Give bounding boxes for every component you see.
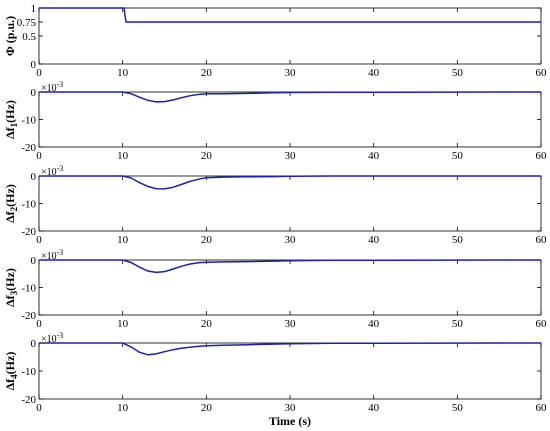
y-tick-label: -10 xyxy=(21,115,36,127)
x-tick-label: 0 xyxy=(36,234,42,246)
x-tick-label: 40 xyxy=(368,402,380,414)
series-line-1 xyxy=(39,175,541,190)
series-line-1 xyxy=(39,91,542,103)
axis-exponent: ×10-3 xyxy=(41,248,63,262)
series-line-1 xyxy=(39,7,541,23)
y-tick-label: 0 xyxy=(31,87,37,99)
panel-1: 0 10 20 30 40 50 60 0 0.5 0.75 1 Φ (p.u.) xyxy=(3,3,547,79)
x-tick-label: 30 xyxy=(285,150,297,162)
x-tick-label: 0 xyxy=(36,318,42,330)
x-tick-label: 60 xyxy=(536,234,548,246)
series-line-1 xyxy=(39,259,542,274)
x-tick-label: 30 xyxy=(285,402,297,414)
x-tick-label: 60 xyxy=(536,402,548,414)
axes-box xyxy=(38,91,542,148)
x-tick-label: 10 xyxy=(117,234,129,246)
x-tick-label: 50 xyxy=(452,318,464,330)
series-line-1 xyxy=(39,342,542,356)
x-tick-label: 10 xyxy=(117,402,129,414)
y-tick-label: 0.5 xyxy=(22,31,36,43)
x-tick-label: 40 xyxy=(368,150,380,162)
x-tick-label: 20 xyxy=(201,234,213,246)
axis-exponent: ×10-3 xyxy=(41,164,63,178)
axes-box xyxy=(38,7,542,65)
y-tick-label: 0.75 xyxy=(17,17,37,29)
x-tick-label: 10 xyxy=(117,67,129,79)
x-tick-label: 60 xyxy=(536,150,548,162)
y-tick-label: -10 xyxy=(21,199,36,211)
x-tick-label: 40 xyxy=(368,67,380,79)
x-tick-label: 0 xyxy=(36,67,42,79)
x-tick-label: 20 xyxy=(201,318,213,330)
y-axis-label: Δf3(Hz) xyxy=(3,268,19,307)
y-tick-label: 0 xyxy=(31,255,37,267)
x-tick-label: 20 xyxy=(201,67,213,79)
x-tick-label: 20 xyxy=(201,150,213,162)
y-axis-label: Δf4(Hz) xyxy=(3,352,19,391)
x-tick-label: 50 xyxy=(452,234,464,246)
y-axis-label: Δf2(Hz) xyxy=(3,184,19,223)
x-tick-label: 0 xyxy=(36,402,42,414)
axis-exponent: ×10-3 xyxy=(41,331,63,345)
axes-box xyxy=(38,259,542,316)
axes-box xyxy=(38,342,542,400)
y-tick-label: -20 xyxy=(21,394,36,406)
x-tick-label: 50 xyxy=(452,67,464,79)
x-tick-label: 0 xyxy=(36,150,42,162)
y-tick-label: -20 xyxy=(21,226,36,238)
x-tick-label: 60 xyxy=(536,67,548,79)
x-tick-label: 30 xyxy=(285,67,297,79)
y-tick-label: -20 xyxy=(21,310,36,322)
x-tick-label: 10 xyxy=(117,318,129,330)
y-tick-label: 0 xyxy=(31,338,37,350)
y-tick-label: -20 xyxy=(21,142,36,154)
x-tick-label: 50 xyxy=(452,150,464,162)
x-tick-label: 40 xyxy=(368,234,380,246)
x-tick-label: 40 xyxy=(368,318,380,330)
x-tick-label: 30 xyxy=(285,318,297,330)
y-tick-label: 1 xyxy=(31,3,37,15)
x-tick-label: 60 xyxy=(536,318,548,330)
x-tick-label: 30 xyxy=(285,234,297,246)
y-tick-label: 0 xyxy=(31,171,37,183)
y-tick-label: 0 xyxy=(31,59,37,71)
y-axis-label: Δf1(Hz) xyxy=(3,100,19,139)
panels: 0 10 20 30 40 50 60 0 0.5 0.75 1 Φ (p.u.) 0 10 20 30 40 5… xyxy=(3,3,547,414)
x-tick-label: 20 xyxy=(201,402,213,414)
y-axis-label: Φ (p.u.) xyxy=(3,16,17,56)
y-tick-label: -10 xyxy=(21,283,36,295)
y-tick-label: -10 xyxy=(21,366,36,378)
axes-box xyxy=(38,175,542,232)
x-axis-label: Time (s) xyxy=(269,414,311,428)
x-tick-label: 50 xyxy=(452,402,464,414)
axis-exponent: ×10-3 xyxy=(41,80,63,94)
x-tick-label: 10 xyxy=(117,150,129,162)
